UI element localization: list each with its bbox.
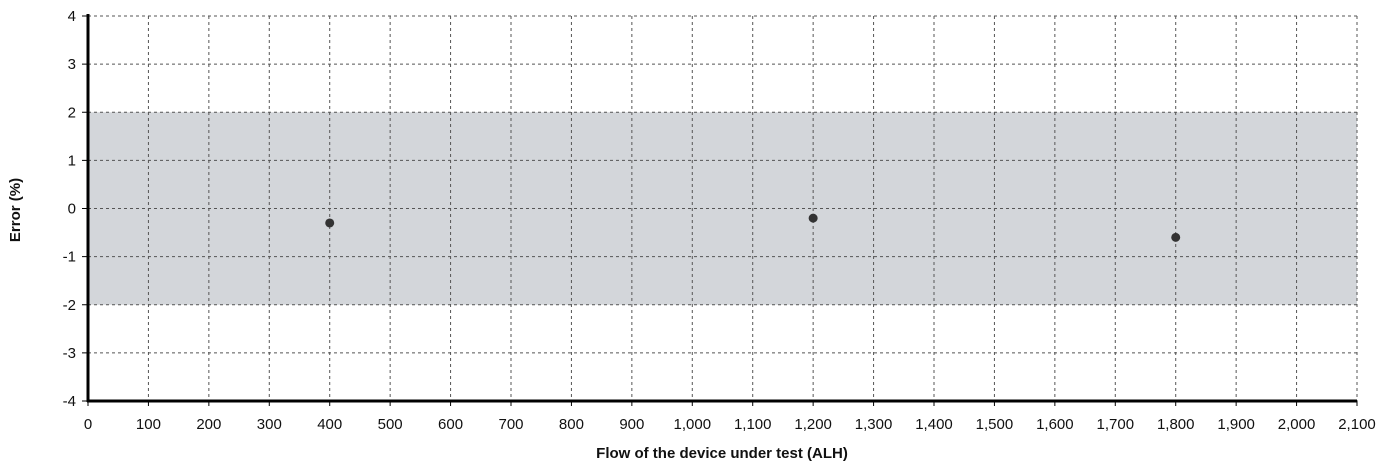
axis-layer xyxy=(82,14,1358,406)
x-tick-label: 1,000 xyxy=(674,416,712,433)
tick-label-layer: 0 100 200 300 400 500 600 700 800 900 1,000 1,100 1,… xyxy=(63,8,1376,433)
y-tick-label: 4 xyxy=(68,8,76,25)
data-point-layer xyxy=(325,213,1181,242)
y-tick-label: -1 xyxy=(63,249,76,266)
x-tick-label: 1,900 xyxy=(1217,416,1255,433)
x-tick-label: 1,600 xyxy=(1036,416,1074,433)
grid-layer xyxy=(88,15,1358,401)
x-tick-label: 400 xyxy=(317,416,342,433)
tolerance-band-layer xyxy=(88,112,1357,305)
x-tick-label: 600 xyxy=(438,416,463,433)
y-tick-label: -4 xyxy=(63,393,76,410)
x-tick-label: 1,100 xyxy=(734,416,772,433)
x-tick-label: 1,200 xyxy=(794,416,832,433)
data-point xyxy=(1171,232,1181,242)
x-tick-label: 2,100 xyxy=(1338,416,1376,433)
y-tick-label: -3 xyxy=(63,345,76,362)
x-tick-label: 300 xyxy=(257,416,282,433)
x-tick-label: 1,300 xyxy=(855,416,893,433)
y-tick-label: 1 xyxy=(68,152,76,169)
x-tick-label: 1,500 xyxy=(976,416,1014,433)
x-tick-label: 700 xyxy=(498,416,523,433)
tolerance-band xyxy=(88,112,1357,305)
x-tick-label: 900 xyxy=(619,416,644,433)
x-tick-label: 1,800 xyxy=(1157,416,1195,433)
x-tick-label: 1,400 xyxy=(915,416,953,433)
x-tick-label: 200 xyxy=(196,416,221,433)
y-tick-label: -2 xyxy=(63,297,76,314)
x-tick-label: 0 xyxy=(84,416,92,433)
x-tick-label: 800 xyxy=(559,416,584,433)
x-tick-label: 100 xyxy=(136,416,161,433)
data-point xyxy=(325,218,335,228)
x-tick-label: 2,000 xyxy=(1278,416,1316,433)
y-tick-label: 3 xyxy=(68,56,76,73)
x-tick-label: 1,700 xyxy=(1097,416,1135,433)
x-axis-title: Flow of the device under test (ALH) xyxy=(596,445,848,462)
y-tick-label: 2 xyxy=(68,104,76,121)
y-axis-title: Error (%) xyxy=(7,178,24,242)
data-point xyxy=(808,213,818,223)
x-tick-label: 500 xyxy=(378,416,403,433)
y-tick-label: 0 xyxy=(68,201,76,218)
